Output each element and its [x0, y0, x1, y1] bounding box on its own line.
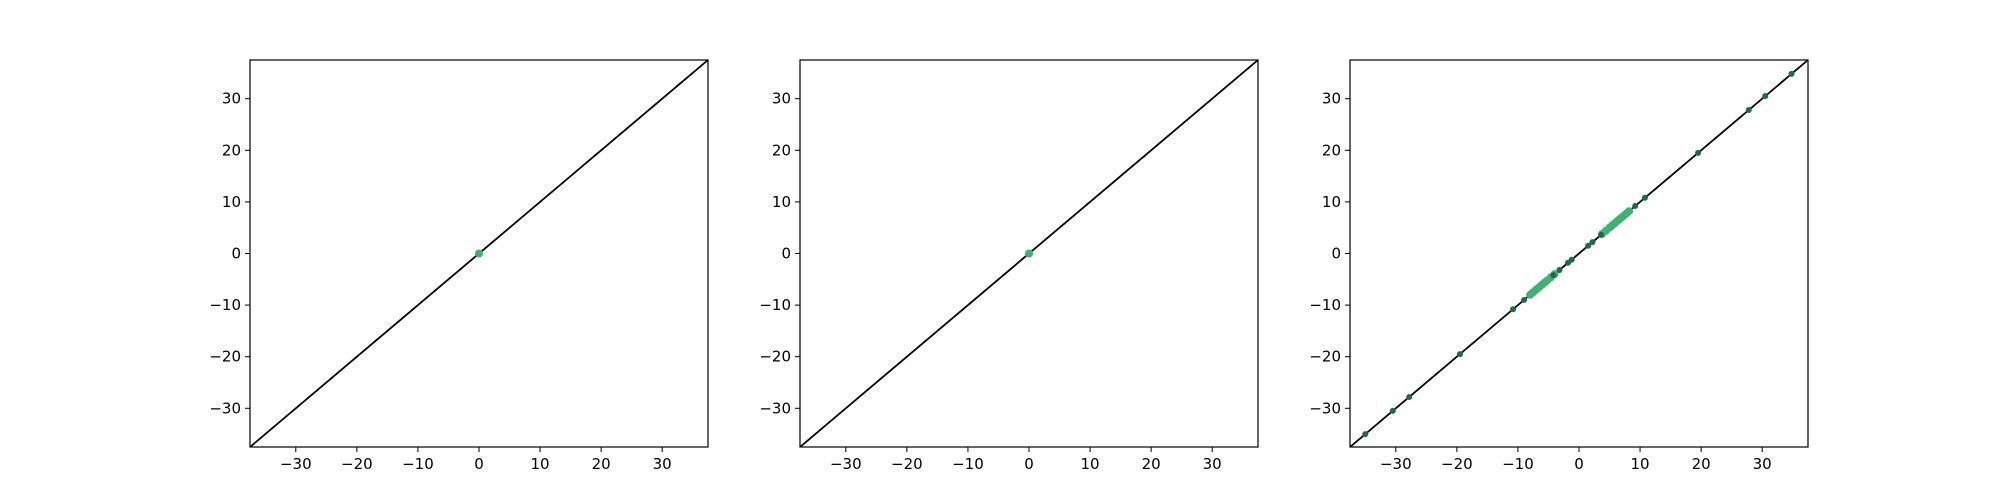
- x-tick-label: 20: [592, 455, 611, 473]
- y-tick-label: 20: [1322, 141, 1341, 159]
- y-tick-label: −20: [209, 348, 241, 366]
- x-tick-label: −30: [1380, 455, 1412, 473]
- x-tick-label: 0: [474, 455, 484, 473]
- plot-frame: [1349, 59, 1809, 448]
- y-tick-label: −10: [1309, 296, 1341, 314]
- data-point: [1625, 207, 1634, 216]
- y-tick-label: −10: [759, 296, 791, 314]
- scatter-panel-2: −30 −20 −10 0 10 20 30 −30 −20 −10 0 10 20 30: [759, 59, 1259, 473]
- y-tick-label: 0: [781, 245, 791, 263]
- x-tick-label: −30: [830, 455, 862, 473]
- x-tick-label: 10: [531, 455, 550, 473]
- y-tick-label: 20: [222, 141, 241, 159]
- identity-line: [1350, 60, 1808, 447]
- y-tick-label: 0: [231, 245, 241, 263]
- data-point: [1585, 242, 1592, 249]
- x-tick-label: 10: [1081, 455, 1100, 473]
- y-tick-label: 0: [1331, 245, 1341, 263]
- y-tick-label: −10: [209, 296, 241, 314]
- y-tick-label: −30: [1309, 399, 1341, 417]
- x-tick-label: 0: [1574, 455, 1584, 473]
- x-tick-label: 20: [1142, 455, 1161, 473]
- x-tick-label: 0: [1024, 455, 1034, 473]
- data-point: [1745, 107, 1752, 114]
- data-point: [1632, 203, 1639, 210]
- data-point: [1641, 194, 1648, 201]
- x-tick-label: 30: [1203, 455, 1222, 473]
- y-tick-label: 10: [1322, 193, 1341, 211]
- y-tick-label: −20: [759, 348, 791, 366]
- data-point: [1025, 249, 1033, 258]
- y-tick-label: 30: [222, 90, 241, 108]
- x-tick-label: −30: [280, 455, 312, 473]
- data-point: [1589, 239, 1596, 246]
- data-point: [1788, 70, 1795, 77]
- y-tick-label: −30: [759, 399, 791, 417]
- x-tick-label: 30: [1753, 455, 1772, 473]
- data-point: [1550, 272, 1557, 279]
- data-point: [1521, 296, 1528, 303]
- data-point: [1597, 231, 1604, 238]
- data-point: [1510, 306, 1517, 313]
- x-tick-label: −20: [341, 455, 373, 473]
- data-point: [1362, 431, 1369, 438]
- data-point: [1389, 407, 1396, 414]
- x-tick-label: 10: [1631, 455, 1650, 473]
- x-tick-label: 20: [1692, 455, 1711, 473]
- data-point: [1568, 256, 1575, 263]
- data-point: [475, 249, 483, 258]
- x-tick-label: −20: [891, 455, 923, 473]
- y-tick-label: 20: [772, 141, 791, 159]
- data-point: [1456, 351, 1463, 358]
- y-tick-label: 30: [772, 90, 791, 108]
- plot-frame: [799, 59, 1259, 448]
- data-point: [1556, 267, 1563, 274]
- x-tick-label: −10: [1502, 455, 1534, 473]
- y-tick-label: 10: [772, 193, 791, 211]
- y-tick-label: −30: [209, 399, 241, 417]
- scatter-panel-3: −30 −20 −10 0 10 20 30 −30 −20 −10 0 10 20 30: [1309, 59, 1809, 473]
- y-tick-label: 30: [1322, 90, 1341, 108]
- plot-frame: [249, 59, 709, 448]
- data-point: [1695, 149, 1702, 156]
- y-tick-label: −20: [1309, 348, 1341, 366]
- x-tick-label: −10: [402, 455, 434, 473]
- data-point: [1406, 393, 1413, 400]
- scatter-panel-1: −30 −20 −10 0 10 20 30 −30 −20 −10 0 10 20 30: [209, 59, 709, 473]
- x-tick-label: −20: [1441, 455, 1473, 473]
- x-tick-label: 30: [653, 455, 672, 473]
- x-tick-label: −10: [952, 455, 984, 473]
- data-point: [1762, 93, 1769, 100]
- y-tick-label: 10: [222, 193, 241, 211]
